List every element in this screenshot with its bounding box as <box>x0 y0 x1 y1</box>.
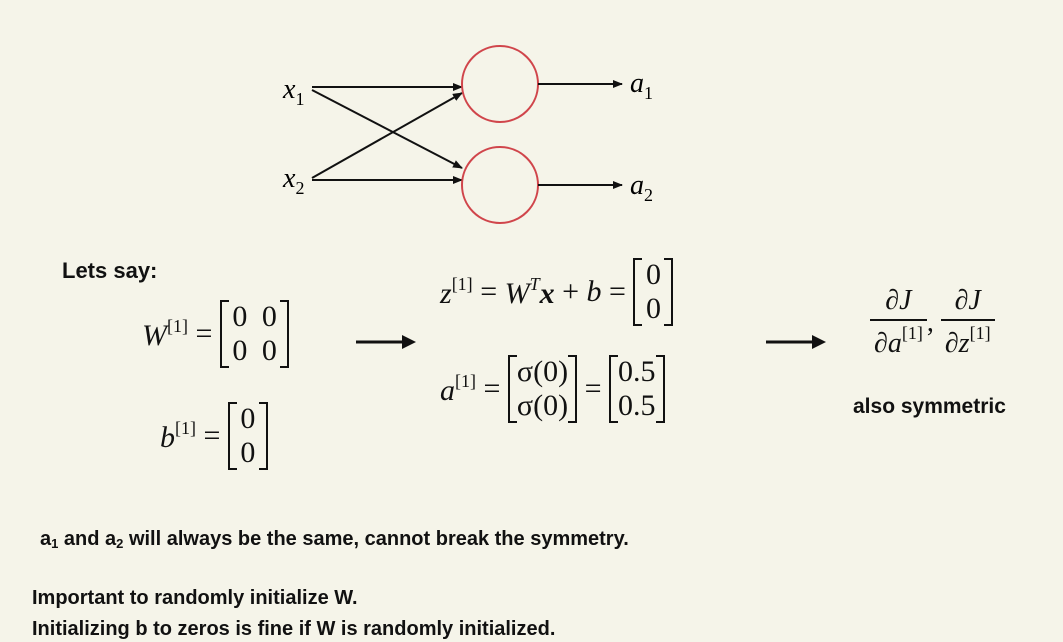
input-x2-label: x2 <box>282 163 304 198</box>
important-line-2: Initializing b to zeros is fine if W is … <box>32 618 556 640</box>
symmetry-note: a1 and a2 will always be the same, canno… <box>40 528 629 551</box>
network-diagram: x1 x2 a1 a2 <box>282 45 653 224</box>
gradient-fractions: ∂J ∂a[1] , ∂J ∂z[1] <box>870 285 995 360</box>
output-a1-label: a1 <box>630 68 653 103</box>
w-equation: W[1] = 0 0 0 0 <box>142 300 289 368</box>
neuron-2 <box>461 146 539 224</box>
arrow-to-grads <box>766 335 826 349</box>
w-matrix: 0 0 0 0 <box>219 300 290 368</box>
also-symmetric-label: also symmetric <box>853 395 1006 418</box>
input-x1-label: x1 <box>282 74 304 109</box>
z-vector: 0 0 <box>633 258 674 326</box>
output-a2-label: a2 <box>630 170 653 205</box>
neuron-1 <box>461 45 539 123</box>
grad-dz: ∂J ∂z[1] <box>940 285 995 360</box>
b-vector: 0 0 <box>227 402 268 470</box>
z-equation: z[1] = WTx + b = 0 0 <box>440 258 674 326</box>
arrow-to-z <box>356 335 416 349</box>
activation-vector: 0.5 0.5 <box>609 355 665 423</box>
edge-x1-n2 <box>311 89 463 169</box>
lets-say-label: Lets say: <box>62 258 158 283</box>
important-line-1: Important to randomly initialize W. <box>32 587 358 609</box>
a-equation: a[1] = σ(0) σ(0) = 0.5 0.5 <box>440 355 665 423</box>
grad-da: ∂J ∂a[1] <box>870 285 927 360</box>
edge-x2-n1 <box>311 92 463 179</box>
b-equation: b[1] = 0 0 <box>160 402 268 470</box>
sigma-vector: σ(0) σ(0) <box>507 355 578 423</box>
